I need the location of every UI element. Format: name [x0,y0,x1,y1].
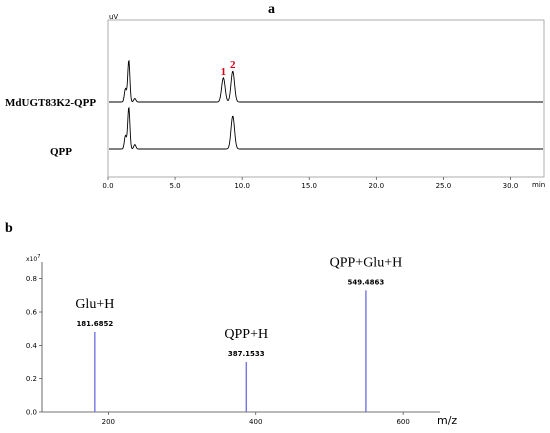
panel-b-label: b [5,221,13,236]
peak-number-1: 1 [221,66,227,78]
chromatogram-frame [107,19,545,178]
ion-label: QPP+Glu+H [330,255,403,270]
ion-label: Glu+H [75,297,114,312]
y-multiplier-label: x107 [26,254,40,263]
y-tick-label: 0.8 [26,275,37,283]
trace-mdugt83k2-qpp [109,59,543,103]
trace-qpp [109,106,543,150]
x-tick-label: 0.0 [102,182,113,190]
peak-mz-label: 549.4863 [348,278,385,286]
sample-label-mdugt83k2-qpp: MdUGT83K2-QPP [5,97,96,109]
x-tick-label: 5.0 [170,182,181,190]
y-tick-label: 0.0 [26,409,37,417]
y-tick-label: 0.4 [26,342,38,350]
y-tick-label: 0.6 [26,309,38,317]
x-tick-label: 15.0 [301,182,317,190]
x-axis-title: m/z [437,414,457,427]
x-tick-label: 20.0 [369,182,385,190]
peak-number-2: 2 [230,59,236,71]
x-tick-label: 10.0 [234,182,250,190]
sample-label-qpp: QPP [50,146,72,158]
x-tick-label: 400 [249,418,262,426]
peak-mz-label: 387.1533 [228,350,265,358]
ion-label: QPP+H [224,327,268,342]
x-tick-label: 25.0 [436,182,452,190]
y-unit-label: uV [109,13,118,21]
panel-a-label: a [268,2,275,17]
y-tick-label: 0.2 [26,375,37,383]
mass-spectrum-panel: x107 m/z 0.0 0.2 0.4 0.6 0.8 200 400 600 181.68… [26,254,458,427]
x-tick-label: 600 [396,418,409,426]
x-tick-label: 200 [102,418,115,426]
x-tick-label: 30.0 [503,182,519,190]
x-unit-label: min [532,181,545,189]
peak-mz-label: 181.6852 [76,320,113,328]
chromatogram-panel: uV min MdUGT83K2-QPP QPP 0.0 5.0 10.0 15.0 2… [5,13,545,190]
